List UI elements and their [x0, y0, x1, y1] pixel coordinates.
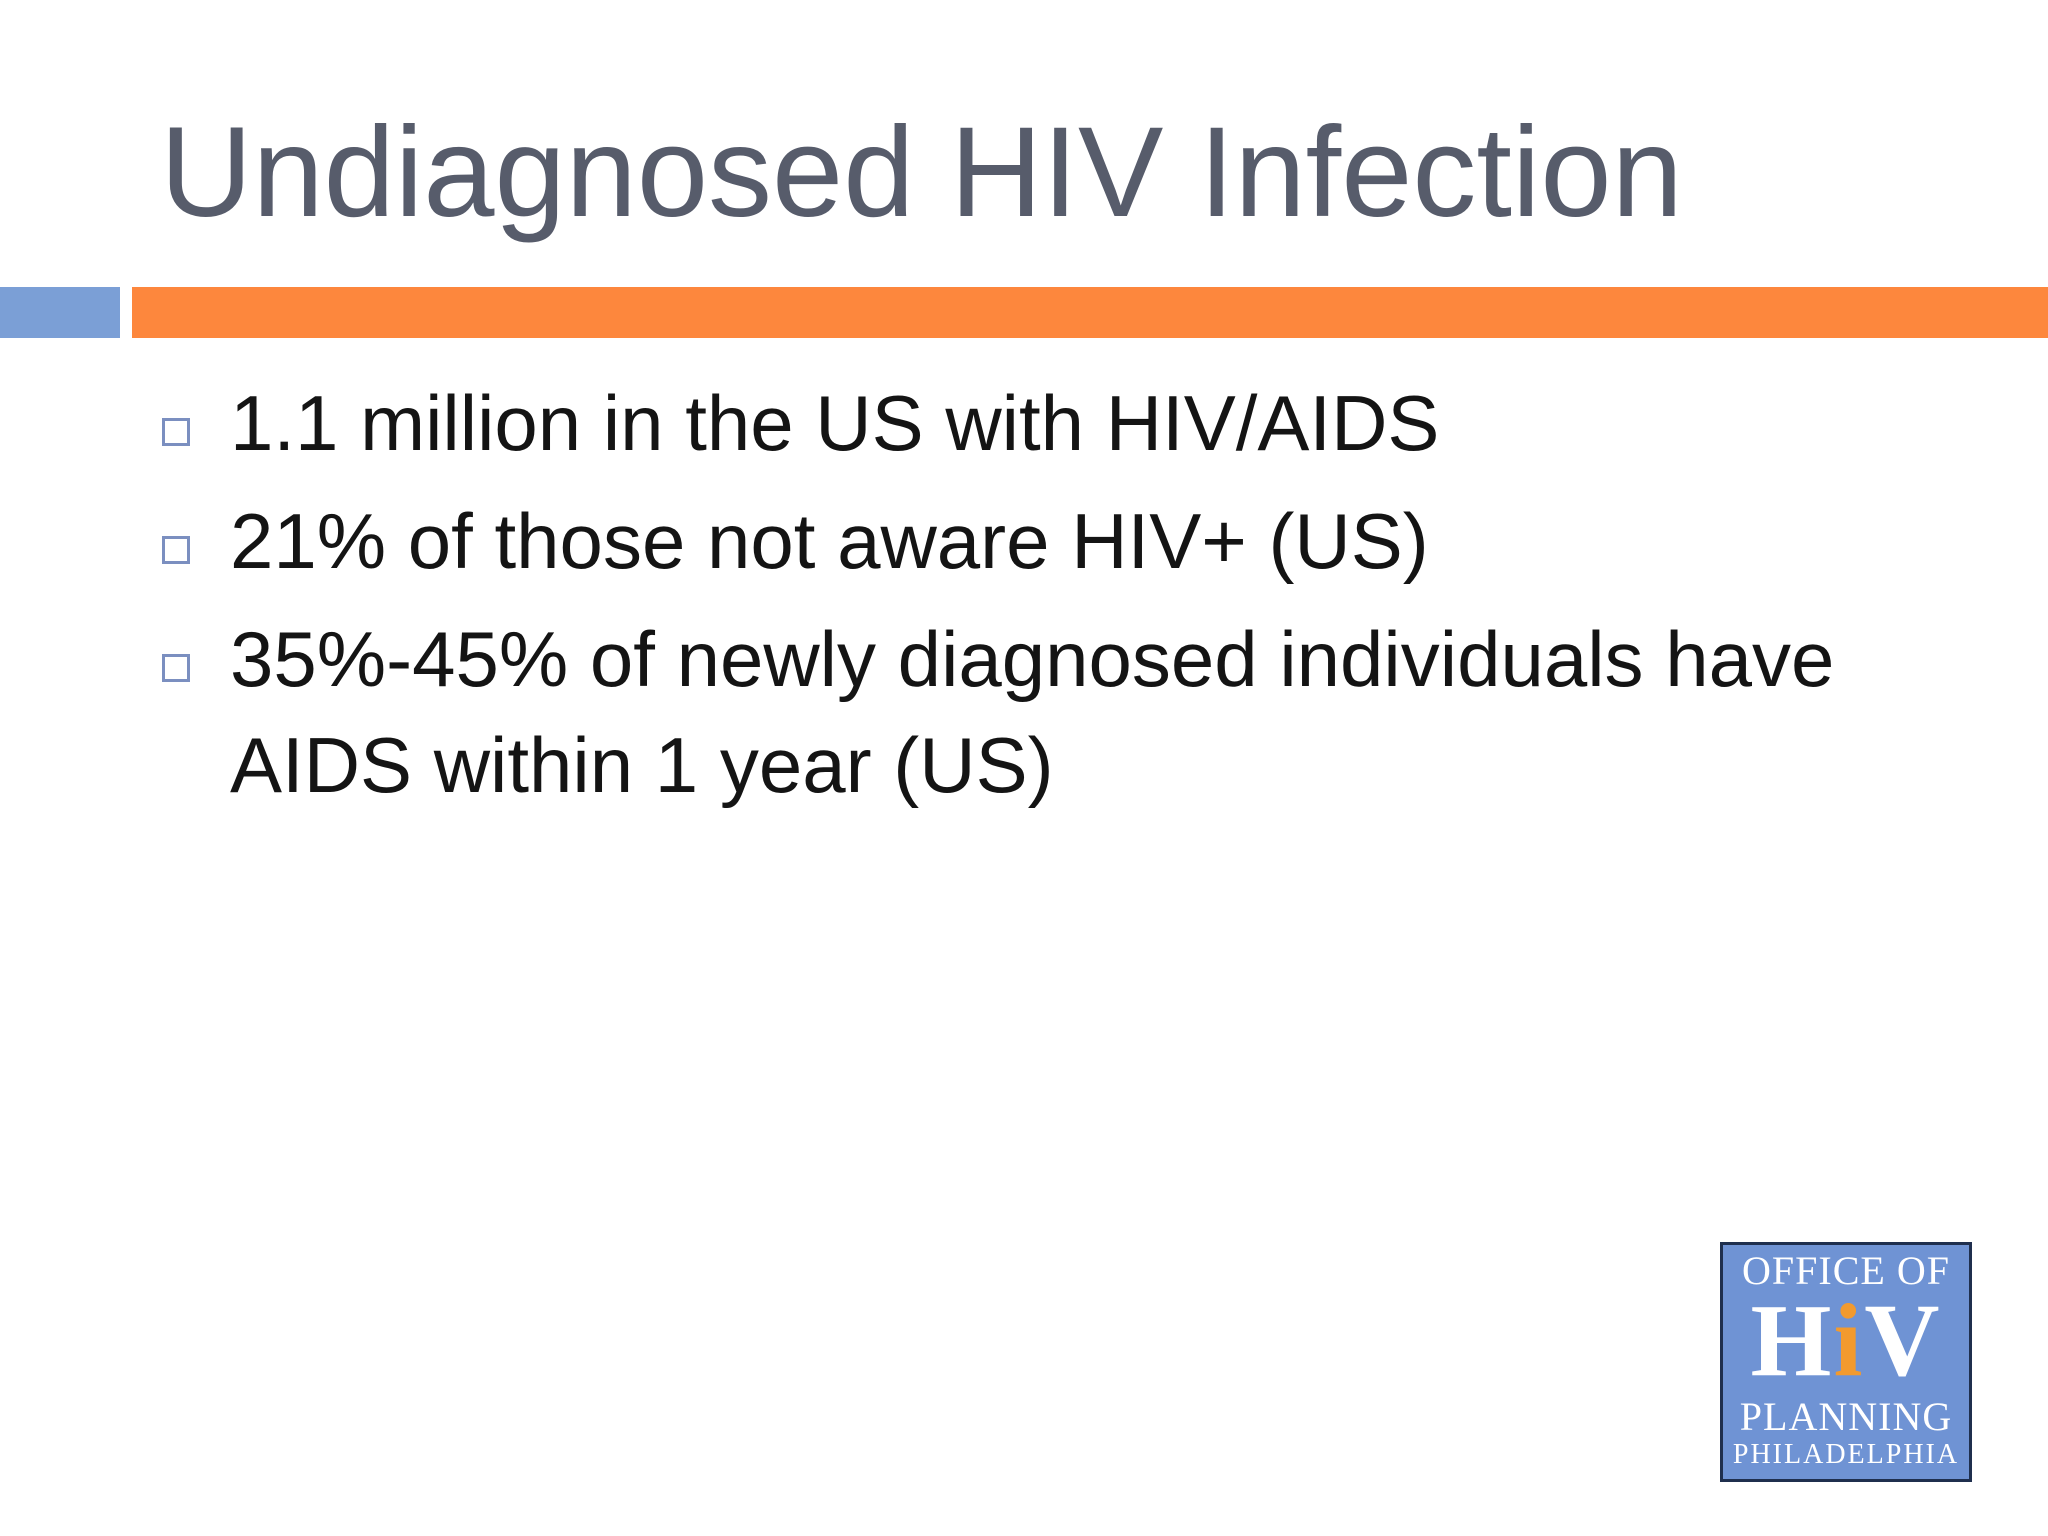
slide-title: Undiagnosed HIV Infection [160, 101, 1683, 244]
bullet-text: 21% of those not aware HIV+ (US) [230, 497, 1429, 585]
bullet-item: 1.1 million in the US with HIV/AIDS [160, 370, 1960, 476]
bullet-text: 1.1 million in the US with HIV/AIDS [230, 379, 1440, 467]
title-rule-orange-bar [132, 287, 2048, 338]
bullet-text: 35%-45% of newly diagnosed individuals h… [230, 615, 1835, 809]
logo-planning-text: PLANNING [1739, 1394, 1953, 1439]
logo-hiv-i: i [1833, 1283, 1865, 1398]
bullet-item: 35%-45% of newly diagnosed individuals h… [160, 606, 1960, 818]
square-bullet-icon [162, 536, 190, 564]
bullet-item: 21% of those not aware HIV+ (US) [160, 488, 1960, 594]
bullet-list: 1.1 million in the US with HIV/AIDS 21% … [160, 370, 1960, 830]
square-bullet-icon [162, 654, 190, 682]
square-bullet-icon [162, 418, 190, 446]
logo-hiv-wordmark: HiV [1723, 1289, 1969, 1393]
logo-hiv-v: V [1864, 1283, 1942, 1398]
logo-office-of-text: OFFICE OF [1742, 1248, 1950, 1293]
logo-hiv-h: H [1750, 1283, 1834, 1398]
office-of-hiv-planning-logo: OFFICE OF HiV PLANNING PHILADELPHIA [1720, 1242, 1972, 1482]
logo-philadelphia-text: PHILADELPHIA [1732, 1439, 1960, 1470]
title-rule-blue-segment [0, 287, 120, 338]
